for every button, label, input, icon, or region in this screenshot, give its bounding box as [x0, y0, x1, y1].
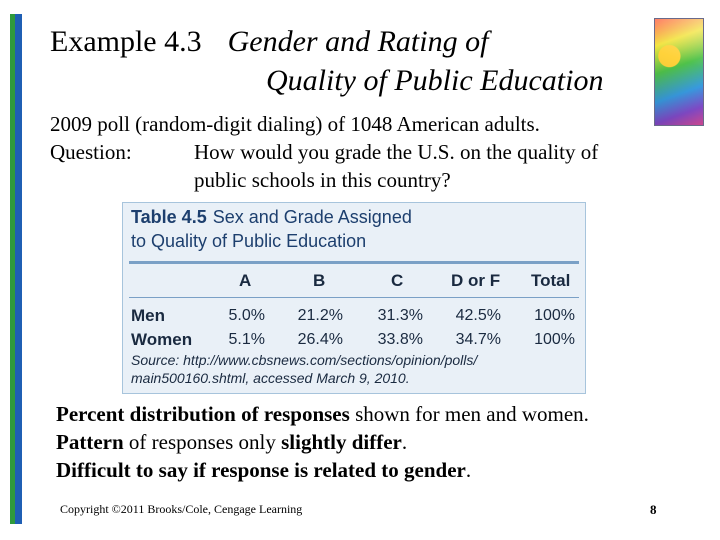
- conclusion-bold-2a: Pattern: [56, 430, 124, 454]
- table-caption: Table 4.5 Sex and Grade Assigned: [131, 205, 412, 229]
- colorful-logo-image: [654, 18, 704, 126]
- table-figure: Table 4.5 Sex and Grade Assigned to Quali…: [122, 202, 586, 394]
- conclusion-mid-2: of responses only: [123, 430, 282, 454]
- question-label: Question:: [50, 140, 132, 164]
- table-cell: 100%: [534, 331, 575, 348]
- page-number: 8: [650, 502, 657, 517]
- conclusion-line-3: Difficult to say if response is related …: [56, 456, 589, 484]
- table-cell: 31.3%: [377, 307, 423, 324]
- conclusion-line-1: Percent distribution of responses shown …: [56, 400, 589, 428]
- table-cell: 100%: [534, 307, 575, 324]
- table-caption-line1: Sex and Grade Assigned: [212, 207, 412, 227]
- table-cell: 33.8%: [377, 331, 423, 348]
- table-number: Table 4.5: [131, 207, 207, 227]
- table-cell: 5.1%: [228, 331, 265, 348]
- conclusion-bold-2b: slightly differ: [281, 430, 402, 454]
- header-a: A: [239, 271, 252, 290]
- example-number: Example 4.3: [50, 25, 202, 58]
- header-d-or-f: D or F: [451, 271, 501, 290]
- table-cell: 34.7%: [455, 331, 501, 348]
- table-top-rule: [129, 261, 579, 264]
- row-label-men: Men: [131, 306, 165, 325]
- header-b: B: [313, 271, 326, 290]
- conclusion-bold-3: Difficult to say if response is related …: [56, 458, 466, 482]
- left-accent-bar: [10, 14, 22, 524]
- header-rule: [129, 297, 579, 298]
- question-text: How would you grade the U.S. on the qual…: [194, 140, 599, 192]
- header-total: Total: [531, 271, 571, 290]
- conclusion-line-2: Pattern of responses only slightly diffe…: [56, 428, 589, 456]
- conclusion-rest-2: .: [401, 430, 408, 454]
- conclusion-rest-3: .: [465, 458, 472, 482]
- table-source: Source: http://www.cbsnews.com/sections/…: [131, 352, 478, 386]
- conclusion-rest-1: shown for men and women.: [349, 402, 589, 426]
- table-cell: 5.0%: [228, 307, 265, 324]
- slide-title: Example 4.3 Gender and Rating of: [50, 24, 488, 60]
- table-caption-line2: to Quality of Public Education: [131, 231, 367, 251]
- table-cell: 42.5%: [455, 307, 501, 324]
- copyright-notice: Copyright ©2011 Brooks/Cole, Cengage Lea…: [60, 502, 303, 516]
- table-cell: 21.2%: [297, 307, 343, 324]
- title-topic-line2: Quality of Public Education: [266, 64, 604, 97]
- table-cell: 26.4%: [297, 331, 343, 348]
- conclusions: Percent distribution of responses shown …: [56, 400, 589, 484]
- intro-text: 2009 poll (random-digit dialing) of 1048…: [50, 112, 540, 136]
- row-label-women: Women: [131, 330, 193, 349]
- conclusion-bold-1: Percent distribution of responses: [56, 402, 350, 426]
- title-topic-line1: Gender and Rating of: [227, 25, 489, 58]
- header-c: C: [391, 271, 404, 290]
